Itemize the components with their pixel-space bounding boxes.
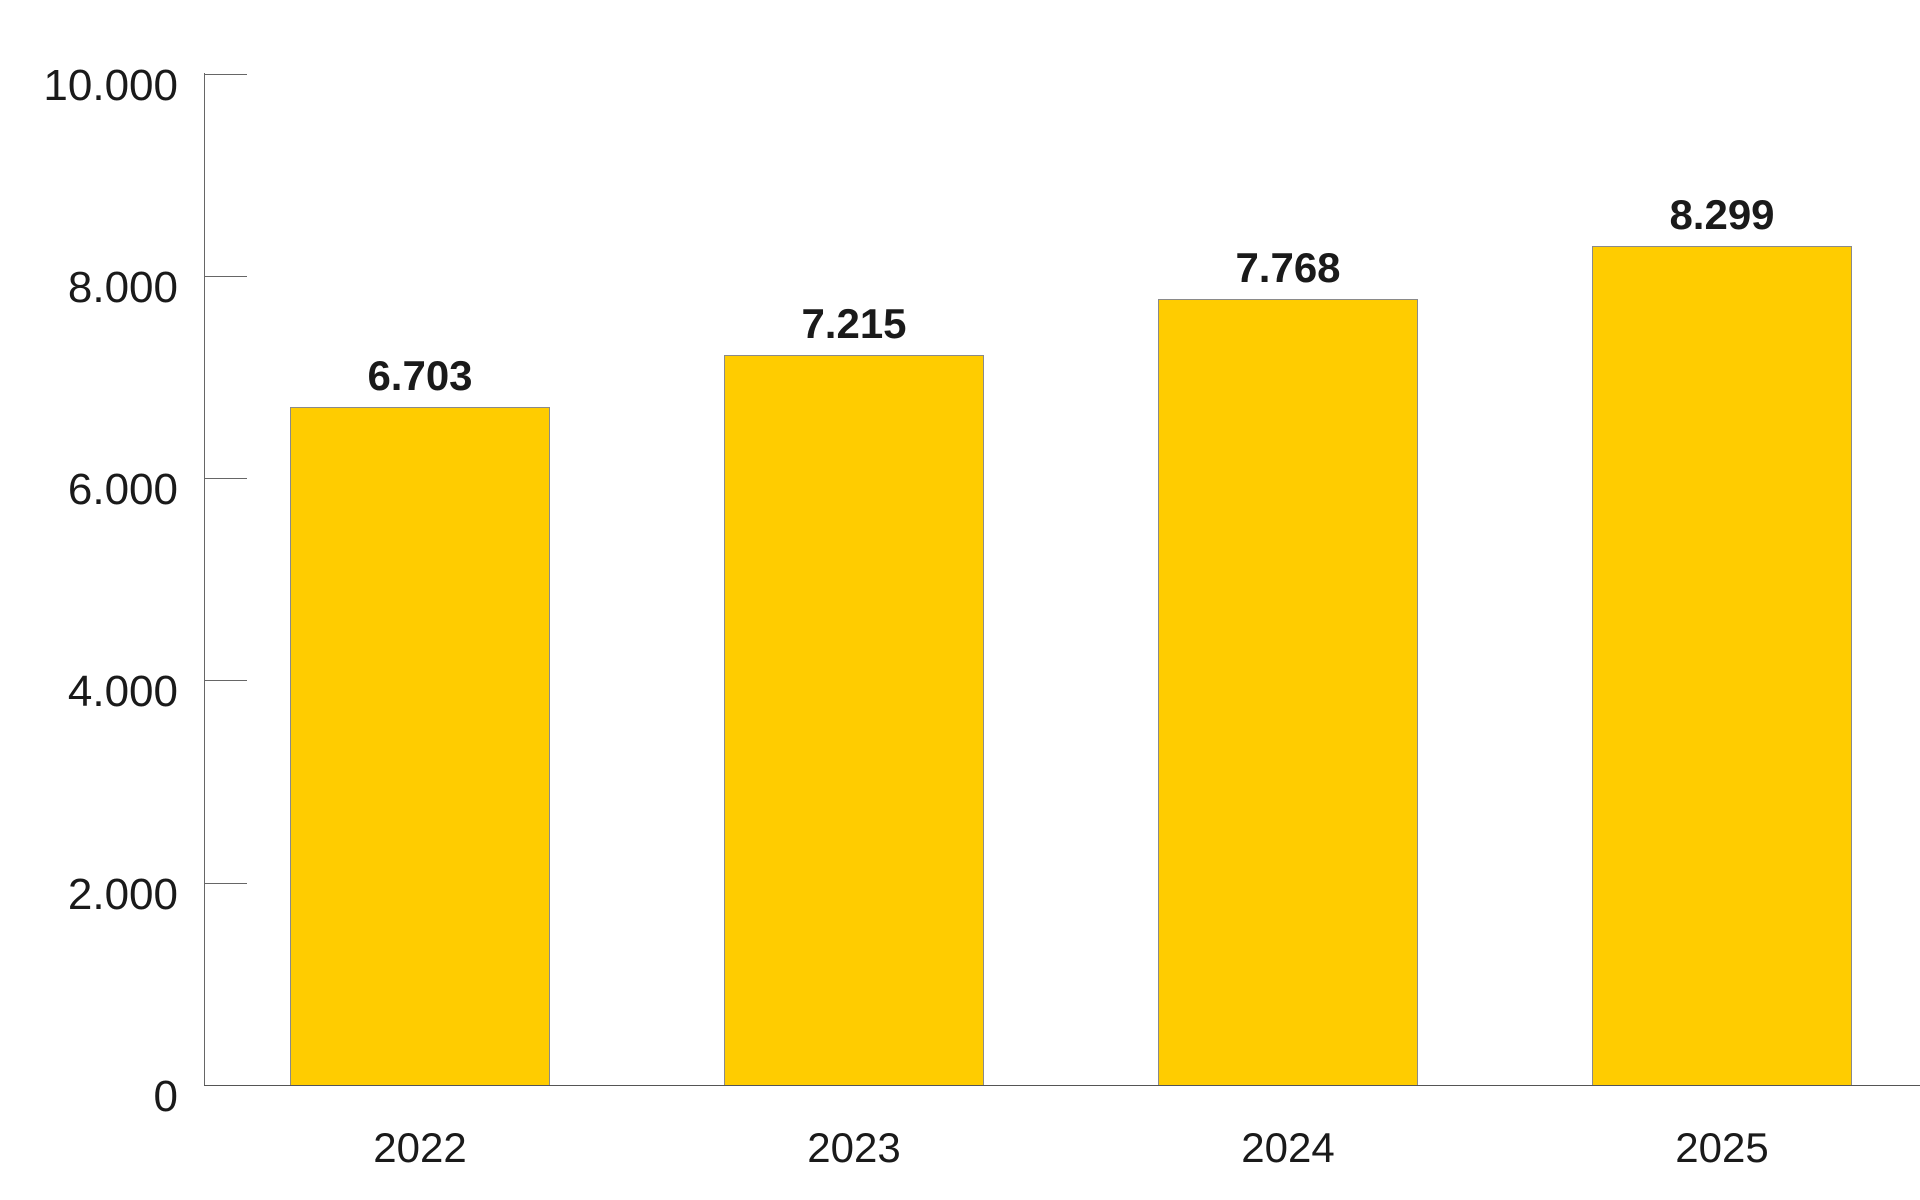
y-tick-label: 8.000 — [67, 262, 178, 312]
y-tick-label: 2.000 — [67, 869, 178, 919]
bar-2022 — [290, 406, 550, 1085]
bar-2024 — [1158, 299, 1418, 1085]
y-tick-mark — [204, 73, 247, 75]
y-tick-label: 0 — [153, 1072, 178, 1121]
y-tick-label: 10.000 — [43, 60, 178, 110]
y-tick-mark — [204, 275, 247, 277]
y-tick-label: 4.000 — [67, 667, 178, 717]
x-tick-label: 2025 — [1675, 1124, 1769, 1171]
bar-2023 — [724, 355, 984, 1085]
x-axis-line — [204, 1085, 1920, 1086]
bar-value-label: 7.215 — [801, 300, 907, 348]
y-tick-label: 6.000 — [67, 465, 178, 515]
bar-value-label: 8.299 — [1669, 190, 1775, 238]
x-tick-label: 2023 — [807, 1124, 901, 1171]
y-tick-mark — [204, 680, 247, 682]
x-tick-label: 2022 — [373, 1124, 467, 1171]
bar-value-label: 7.768 — [1235, 244, 1341, 292]
bar-value-label: 6.703 — [367, 351, 473, 399]
y-tick-mark — [204, 882, 247, 884]
x-tick-label: 2024 — [1241, 1124, 1335, 1171]
y-tick-mark — [204, 478, 247, 480]
bar-2025 — [1592, 245, 1852, 1085]
y-axis-line — [204, 73, 205, 1085]
